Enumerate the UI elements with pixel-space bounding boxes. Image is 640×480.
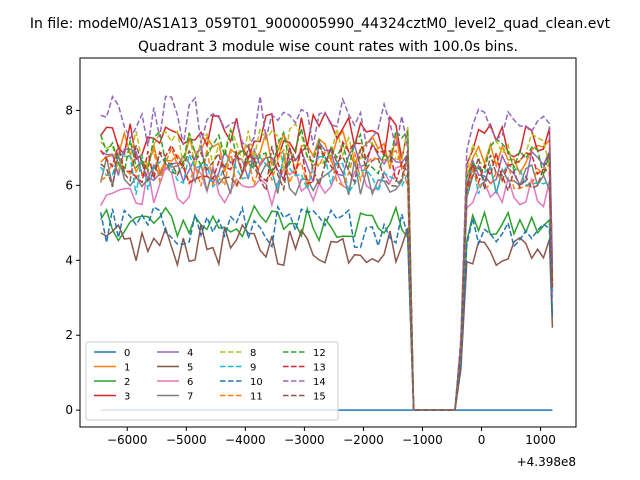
legend-label: 4 — [187, 348, 193, 359]
x-tick-label: −4000 — [225, 433, 266, 447]
y-tick-label: 8 — [65, 103, 73, 117]
series-line-9 — [100, 151, 554, 411]
y-axis-ticks: 0 2 4 6 8 — [65, 103, 80, 417]
y-tick-label: 4 — [65, 253, 73, 267]
series-line-13 — [100, 140, 554, 411]
legend-label: 13 — [313, 363, 326, 374]
x-tick-label: 1000 — [525, 433, 556, 447]
y-tick-label: 0 — [65, 403, 73, 417]
x-tick-label: 0 — [478, 433, 486, 447]
legend-label: 3 — [124, 392, 130, 403]
chart-title: Quadrant 3 module wise count rates with … — [138, 39, 518, 55]
x-tick-label: −3000 — [284, 433, 325, 447]
legend-label: 6 — [187, 377, 193, 388]
figure-suptitle: In file: modeM0/AS1A13_059T01_9000005990… — [30, 16, 611, 32]
series-group — [99, 94, 554, 411]
legend-label: 9 — [250, 363, 256, 374]
legend-label: 10 — [250, 377, 263, 388]
legend-label: 11 — [250, 392, 263, 403]
legend-label: 5 — [187, 363, 193, 374]
x-tick-label: −1000 — [402, 433, 443, 447]
y-tick-label: 6 — [65, 178, 73, 192]
legend-label: 8 — [250, 348, 256, 359]
x-tick-label: −2000 — [343, 433, 384, 447]
legend-label: 7 — [187, 392, 193, 403]
legend-label: 1 — [124, 363, 130, 374]
x-tick-label: −6000 — [107, 433, 148, 447]
legend-label: 0 — [124, 348, 130, 359]
series-line-5 — [100, 223, 554, 411]
series-line-10 — [99, 204, 554, 411]
series-line-1 — [100, 129, 554, 411]
legend-label: 15 — [313, 392, 326, 403]
series-line-2 — [100, 204, 554, 411]
legend-label: 12 — [313, 348, 326, 359]
x-axis-ticks: −6000 −5000 −4000 −3000 −2000 −1000 0 1000 — [107, 427, 556, 447]
legend-label: 14 — [313, 377, 326, 388]
series-line-14 — [100, 94, 554, 411]
y-tick-label: 2 — [65, 328, 73, 342]
series-line-15 — [100, 144, 554, 411]
legend-label: 2 — [124, 377, 130, 388]
x-tick-label: −5000 — [166, 433, 207, 447]
x-axis-offset-text: +4.398e8 — [517, 455, 576, 469]
legend-box — [85, 341, 339, 421]
axes-frame — [79, 57, 577, 428]
